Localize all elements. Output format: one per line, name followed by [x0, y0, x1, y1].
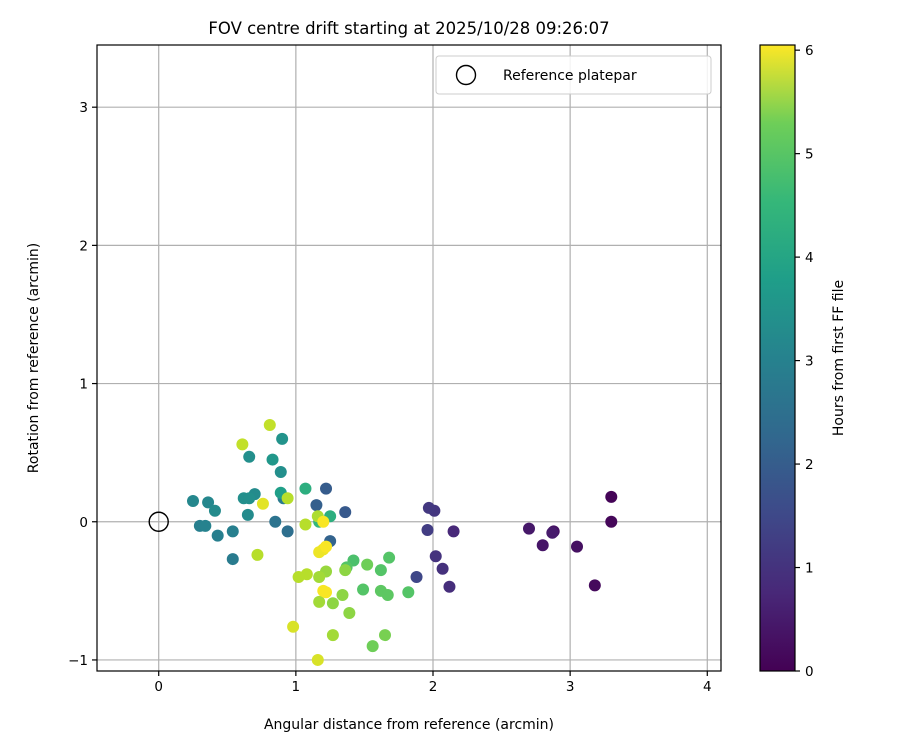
data-point: [243, 492, 256, 505]
data-point: [287, 620, 300, 633]
data-point: [226, 553, 239, 566]
data-point: [311, 653, 324, 666]
x-axis-label: Angular distance from reference (arcmin): [264, 717, 554, 733]
data-point: [571, 540, 583, 553]
data-point: [366, 640, 379, 653]
data-point: [422, 501, 435, 514]
data-point: [605, 490, 618, 503]
data-point: [317, 515, 330, 528]
colorbar-frame: [759, 44, 796, 672]
chart-title: FOV centre drift starting at 2025/10/28 …: [208, 19, 609, 38]
data-point: [266, 453, 279, 466]
data-point: [299, 518, 312, 531]
colorbar-tick-label: 6: [805, 43, 814, 59]
data-point: [546, 526, 559, 539]
data-point: [243, 450, 256, 463]
colorbar-tick-label: 2: [805, 457, 814, 473]
data-point: [241, 508, 254, 521]
data-point: [326, 597, 339, 610]
legend-box: [435, 55, 712, 95]
data-point: [536, 539, 549, 552]
data-point: [313, 571, 326, 584]
legend-marker: [455, 64, 477, 86]
data-point: [381, 588, 394, 601]
y-tick-label: 1: [79, 377, 88, 393]
colorbar-tick-label: 5: [805, 147, 814, 163]
data-point: [256, 497, 269, 510]
data-point: [339, 506, 352, 519]
data-point: [251, 548, 264, 561]
data-point: [274, 466, 287, 479]
data-point: [211, 529, 224, 542]
x-tick-label: 1: [292, 679, 301, 695]
y-axis-label: Rotation from reference (arcmin): [26, 243, 42, 473]
plot-frame: [96, 44, 722, 672]
colorbar-ticks: 0 1 2 3 4 5 6: [795, 43, 814, 680]
legend: Reference platepar: [435, 55, 712, 95]
data-point: [436, 562, 449, 575]
y-tick-label: 0: [79, 515, 88, 531]
data-point: [402, 586, 415, 599]
y-tick-label: 2: [79, 238, 88, 254]
x-tick-label: 4: [703, 679, 712, 695]
legend-label: Reference platepar: [503, 68, 637, 84]
data-point: [320, 540, 333, 553]
data-point: [357, 583, 370, 596]
data-point: [326, 629, 339, 642]
data-point: [339, 564, 352, 577]
data-point: [410, 571, 423, 584]
y-axis-ticks: −1 0 1 2 3: [68, 100, 97, 669]
data-point: [299, 482, 312, 495]
y-tick-label: 3: [79, 100, 88, 116]
data-points: [187, 419, 618, 666]
colorbar-tick-label: 1: [805, 561, 814, 577]
data-point: [281, 492, 294, 505]
data-point: [429, 550, 442, 563]
data-point: [313, 595, 326, 608]
data-point: [383, 551, 396, 564]
colorbar-tick-label: 3: [805, 354, 814, 370]
x-tick-label: 2: [429, 679, 438, 695]
x-axis-ticks: 0 1 2 3 4: [154, 671, 712, 695]
data-point: [236, 438, 249, 451]
data-point: [421, 524, 434, 537]
y-tick-label: −1: [68, 653, 88, 669]
data-point: [374, 564, 387, 577]
x-tick-label: 3: [566, 679, 575, 695]
colorbar-tick-label: 0: [805, 664, 814, 680]
data-point: [361, 558, 374, 571]
data-point: [605, 515, 618, 528]
data-point: [208, 504, 221, 517]
x-tick-label: 0: [154, 679, 163, 695]
plot-area: [97, 45, 721, 671]
data-point: [199, 519, 212, 532]
colorbar-label: Hours from first FF file: [831, 280, 847, 436]
data-point: [523, 522, 535, 535]
data-point: [320, 482, 333, 495]
data-point: [588, 579, 601, 592]
data-point: [226, 525, 239, 538]
colorbar-tick-label: 4: [805, 250, 814, 266]
reference-platepar-marker: [148, 511, 169, 532]
data-point: [379, 629, 391, 642]
data-point: [343, 606, 356, 619]
data-point: [202, 496, 215, 509]
data-point: [187, 495, 199, 508]
data-point: [320, 586, 333, 599]
data-point: [443, 580, 456, 593]
data-point: [281, 525, 294, 538]
data-point: [447, 525, 460, 538]
data-point: [310, 499, 323, 512]
data-point: [336, 588, 349, 601]
colorbar-gradient: [760, 45, 795, 671]
data-point: [292, 571, 305, 584]
data-point: [269, 515, 282, 528]
data-point: [263, 419, 276, 432]
data-point: [276, 432, 289, 445]
